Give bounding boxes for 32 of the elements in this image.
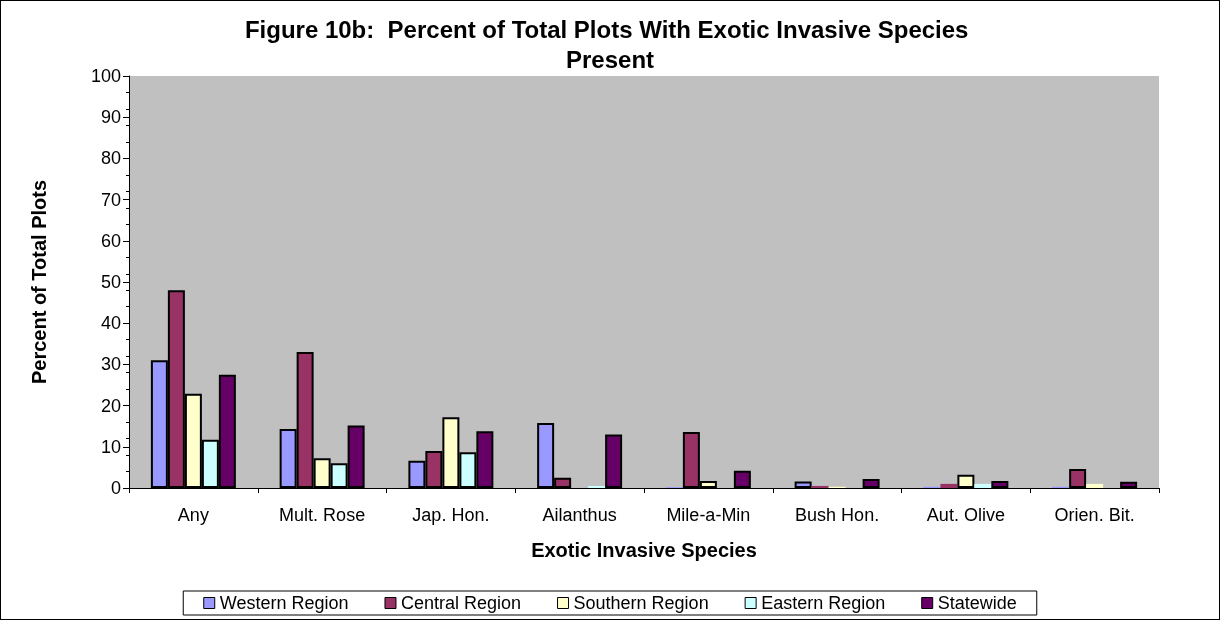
x-tick-label: Ailanthus — [542, 505, 617, 525]
y-tick-label: 80 — [100, 148, 121, 169]
y-tick-label: 90 — [100, 107, 121, 128]
legend-label: Central Region — [400, 593, 522, 613]
y-tick-label: 60 — [100, 230, 121, 251]
legend-label: Statewide — [937, 593, 1017, 613]
y-tick-label: 100 — [90, 66, 121, 86]
x-tick-label: Mult. Rose — [279, 505, 366, 525]
y-tick-label: 70 — [100, 189, 121, 210]
y-tick-label: 0 — [110, 478, 121, 498]
x-tick-label: Bush Hon. — [795, 505, 880, 525]
x-tick-label: Mile-a-Min — [666, 505, 751, 525]
y-tick-label: 30 — [100, 354, 121, 375]
bar — [940, 483, 958, 488]
legend-label: Eastern Region — [761, 593, 886, 613]
y-tick-label: 50 — [100, 272, 121, 292]
x-tick-label: Orien. Bit. — [1054, 505, 1135, 525]
y-tick-label: 40 — [100, 313, 121, 334]
x-tick-label: Any — [177, 505, 209, 525]
bar — [811, 485, 829, 488]
legend-label: Western Region — [219, 593, 349, 613]
x-tick-label: Aut. Olive — [926, 505, 1005, 525]
y-tick-label: 10 — [100, 436, 121, 457]
chart-title: Figure 10b: Percent of Total Plots With Exotic Invasive Species Present — [244, 15, 976, 73]
x-axis-title: Exotic Invasive Species — [531, 539, 757, 561]
bar — [974, 483, 992, 488]
x-tick-label: Jap. Hon. — [412, 505, 490, 525]
y-tick-label: 20 — [100, 395, 121, 416]
bar — [1086, 483, 1104, 488]
y-axis-title: Percent of Total Plots — [28, 179, 50, 385]
bar — [588, 485, 606, 488]
legend-label: Southern Region — [573, 593, 709, 613]
